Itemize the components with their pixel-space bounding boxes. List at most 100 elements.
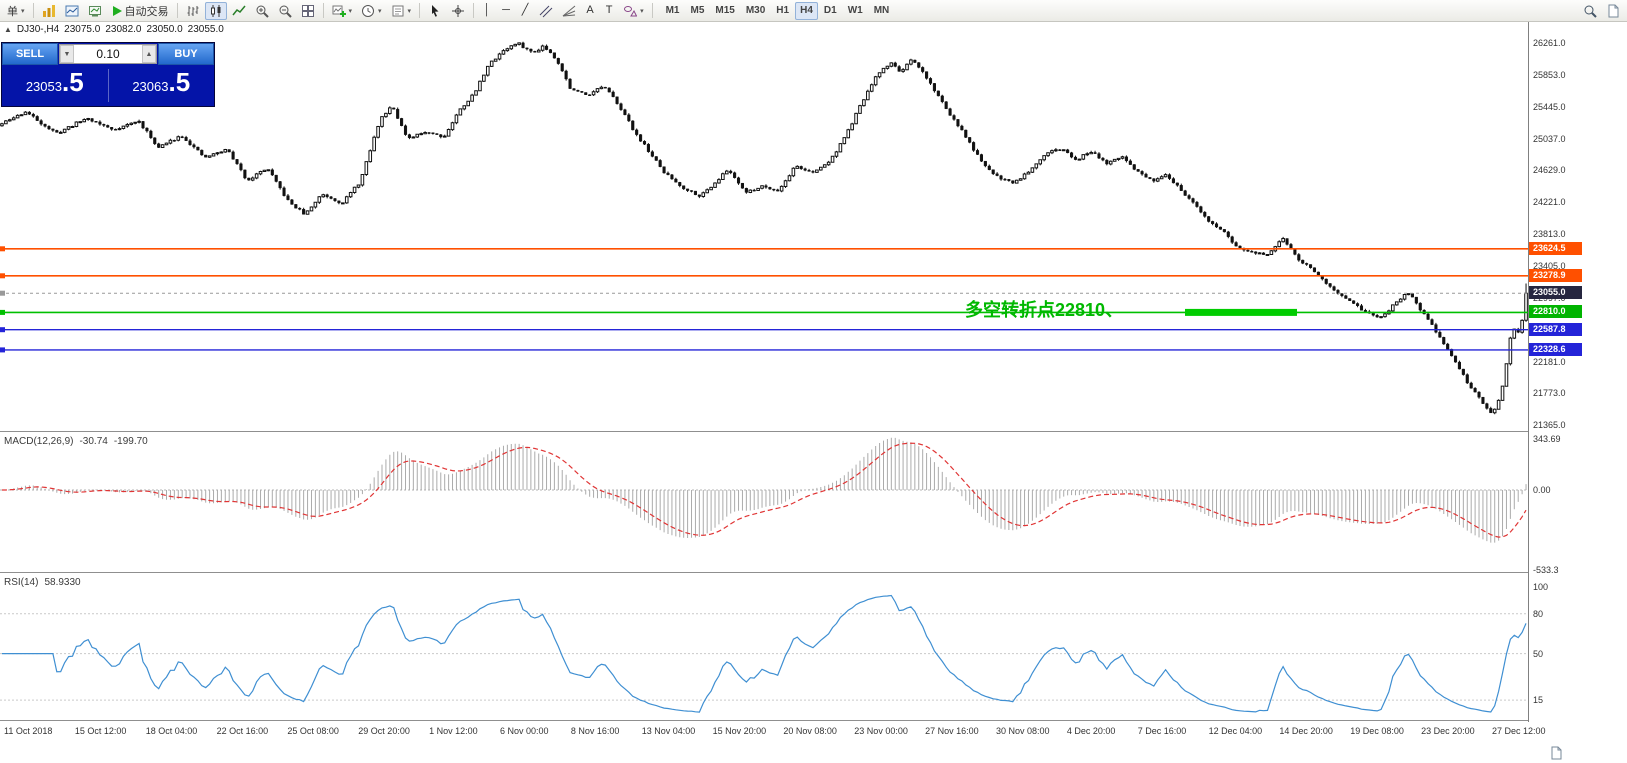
timeframe-mn[interactable]: MN [873, 5, 890, 16]
volume-decrease-stepper[interactable]: ▼ [60, 45, 74, 63]
navigator-button[interactable] [84, 2, 106, 20]
timeframe-w1[interactable]: W1 [847, 5, 863, 16]
tile-icon [301, 4, 315, 18]
time-label: 18 Oct 04:00 [145, 726, 198, 736]
timeframe-m5[interactable]: M5 [690, 5, 705, 16]
price-badge-22810.0: 22810.0 [1529, 305, 1582, 319]
price-chart-canvas[interactable]: 多空转折点22810、 [0, 22, 1528, 431]
rsi-label: RSI(14) [4, 577, 39, 588]
rsi-indicator-panel[interactable]: RSI(14) 58.9330 [0, 574, 1528, 720]
timeframe-d1[interactable]: D1 [823, 5, 837, 16]
timeframe-m15[interactable]: M15 [715, 5, 735, 16]
price-chart-panel[interactable]: 多空转折点22810、 ▲ DJ30-,H4 23075.0 23082.0 2… [0, 22, 1528, 431]
toolbar-divider [176, 3, 178, 18]
hline-handle[interactable] [0, 246, 5, 252]
zoom-out-button[interactable] [274, 2, 296, 20]
search-button[interactable] [1579, 2, 1601, 20]
panel-divider[interactable] [0, 572, 1627, 574]
label-button[interactable]: T [600, 2, 618, 20]
hline-handle[interactable] [0, 327, 5, 333]
time-label: 20 Nov 08:00 [783, 726, 837, 736]
macd-indicator-panel[interactable]: MACD(12,26,9) -30.74 -199.70 [0, 433, 1528, 572]
timeframe-h1[interactable]: H1 [776, 5, 790, 16]
price-tick-label: 23813.0 [1533, 229, 1566, 240]
time-label: 1 Nov 12:00 [429, 726, 478, 736]
market-watch-button[interactable] [38, 2, 60, 20]
candlestick-chart-button[interactable] [204, 1, 227, 20]
pivot-annotation[interactable]: 多空转折点22810、 [965, 299, 1123, 320]
caret-down-icon: ▾ [378, 7, 382, 15]
autotrading-button[interactable]: 自动交易 [107, 2, 173, 20]
macd-signal-line [2, 442, 1527, 538]
timeframe-h4[interactable]: H4 [795, 1, 818, 20]
new-order-button-label: 单 [7, 5, 18, 18]
quick-navigation-icon[interactable] [1549, 746, 1563, 763]
tile-windows-button[interactable] [297, 2, 319, 20]
rsi-canvas[interactable] [0, 574, 1528, 720]
bearish-candles [27, 42, 1520, 414]
hline-handle[interactable] [0, 273, 5, 279]
shapes-button[interactable]: ▾ [619, 2, 648, 20]
time-label: 27 Dec 12:00 [1492, 726, 1546, 736]
ohlc-open: 23075.0 [64, 24, 101, 35]
macd-tick-label: 343.69 [1533, 433, 1561, 444]
sell-button[interactable]: SELL [2, 43, 58, 65]
candles-icon [209, 4, 223, 18]
zoom-in-button[interactable] [251, 2, 273, 20]
hline-handle[interactable] [0, 309, 5, 315]
sell-price[interactable]: 23053 .5 [25, 67, 84, 97]
fibonacci-button[interactable] [558, 2, 580, 20]
new-window-button[interactable] [1602, 2, 1624, 20]
text-button[interactable]: A [581, 2, 599, 20]
pivot-highlight-bar[interactable] [1185, 308, 1297, 316]
channel-icon [539, 4, 553, 18]
price-badge-22328.6: 22328.6 [1529, 342, 1582, 356]
hline-handle[interactable] [0, 347, 5, 353]
toolbar-divider [322, 3, 324, 18]
data-window-button[interactable] [61, 2, 83, 20]
volume-increase-stepper[interactable]: ▲ [142, 45, 156, 63]
zoom-out-icon [278, 4, 292, 18]
new-chart-button[interactable]: ▾ [328, 2, 357, 20]
one-click-trading-widget: SELL ▼ 0.10 ▲ BUY 23053 .5 23063 .5 [1, 42, 215, 107]
price-axis[interactable]: 26261.0 25853.0 25445.0 25037.0 24629.0 24221… [1528, 22, 1586, 742]
caret-down-icon: ▾ [348, 7, 353, 15]
macd-histogram [5, 437, 1527, 543]
line-chart-button[interactable] [228, 2, 250, 20]
macd-tick-label: -533.3 [1533, 565, 1559, 576]
horizontal-line-button[interactable]: ─ [497, 2, 515, 20]
buy-button[interactable]: BUY [158, 43, 214, 65]
buy-price[interactable]: 23063 .5 [132, 67, 191, 97]
bar-chart-button[interactable] [182, 2, 204, 20]
crosshair-button[interactable] [447, 2, 469, 20]
line-icon [231, 4, 246, 18]
chart-plus-icon [332, 4, 346, 18]
hline-handle[interactable] [0, 290, 5, 296]
price-badge-22587.8: 22587.8 [1529, 322, 1582, 336]
panel-divider[interactable] [0, 431, 1627, 433]
macd-canvas[interactable] [0, 433, 1528, 572]
channel-button[interactable] [535, 2, 557, 20]
timeframe-m30[interactable]: M30 [745, 5, 766, 16]
rsi-tick-label: 50 [1533, 648, 1544, 659]
cursor-icon [428, 4, 442, 18]
vertical-line-button[interactable]: │ [478, 2, 496, 20]
volume-value[interactable]: 0.10 [96, 47, 120, 61]
price-tick-label: 25853.0 [1533, 69, 1566, 80]
time-label: 4 Dec 20:00 [1066, 726, 1116, 736]
time-label: 11 Oct 2018 [4, 726, 53, 736]
time-label: 19 Dec 08:00 [1350, 726, 1404, 736]
volume-input[interactable]: ▼ 0.10 ▲ [59, 44, 157, 64]
templates-button[interactable]: ▾ [387, 2, 416, 20]
timeframe-m1[interactable]: M1 [665, 5, 680, 16]
vertical-line-button-glyph: │ [483, 4, 491, 16]
trendline-button[interactable]: ╱ [516, 2, 534, 20]
autotrading-button-label: 自动交易 [124, 5, 169, 18]
new-order-button[interactable]: 单 ▾ [3, 2, 29, 20]
cursor-button[interactable] [424, 2, 446, 20]
profiles-button[interactable]: ▾ [357, 2, 386, 20]
fib-icon [562, 4, 576, 18]
price-tick-label: 24629.0 [1533, 165, 1566, 176]
candle-wicks [1, 41, 1527, 415]
time-axis[interactable]: 11 Oct 2018 15 Oct 12:00 18 Oct 04:00 22 Oc… [0, 722, 1586, 742]
